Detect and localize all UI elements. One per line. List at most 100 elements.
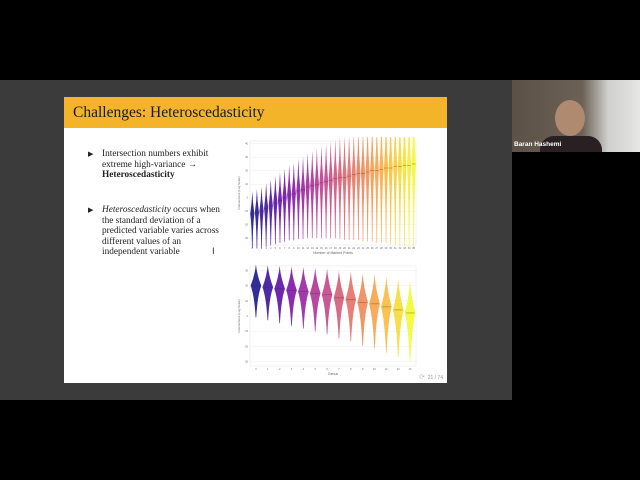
violin — [300, 156, 306, 240]
violin — [314, 148, 319, 239]
x-tick-label: 4 — [270, 247, 272, 250]
violin — [397, 137, 402, 247]
participant-avatar — [555, 100, 585, 136]
y-tick-label: 30 — [245, 156, 248, 159]
navigation-icon[interactable]: ⟳ — [419, 373, 425, 381]
violin — [274, 265, 285, 324]
x-tick-label: 6 — [326, 368, 328, 371]
y-tick-label: -10 — [244, 330, 248, 333]
x-tick-label: 35 — [412, 247, 415, 250]
violin — [347, 137, 352, 240]
violin — [383, 137, 389, 244]
x-tick-label: 9 — [362, 368, 364, 371]
violin — [250, 264, 262, 318]
x-tick-label: 11 — [302, 247, 305, 250]
x-tick-label: 12 — [397, 368, 400, 371]
violin — [268, 179, 273, 246]
violin — [298, 267, 309, 329]
y-tick-label: 10 — [245, 183, 248, 186]
y-axis-label: Intersections (Log Scale) — [237, 299, 241, 332]
violin — [379, 137, 384, 244]
violin — [321, 268, 333, 335]
bullet-italic: Heteroscedasticity — [102, 205, 171, 215]
y-tick-label: -30 — [244, 360, 248, 363]
x-tick-label: 4 — [303, 368, 305, 371]
violin — [360, 137, 366, 242]
violin — [282, 168, 287, 242]
violin — [273, 175, 278, 245]
x-tick-label: 31 — [394, 247, 397, 250]
participant-name: Baran Hashemi — [514, 141, 562, 148]
y-axis-label: Intersections (Log Scale) — [237, 176, 241, 209]
violin — [381, 276, 392, 353]
violin — [370, 137, 375, 242]
x-tick-label: 11 — [385, 368, 388, 371]
x-tick-label: 12 — [306, 247, 309, 250]
y-tick-label: 40 — [245, 143, 248, 146]
violin — [324, 143, 329, 239]
page-number: 21 / 74 — [427, 375, 443, 381]
x-tick-label: 23 — [357, 247, 360, 250]
violin — [291, 162, 296, 241]
x-tick-label: 33 — [403, 247, 406, 250]
violin — [333, 139, 338, 239]
x-tick-label: 24 — [362, 247, 365, 250]
y-tick-label: -30 — [244, 237, 248, 240]
violin — [369, 274, 380, 349]
bullet-arrow-icon: ▶ — [88, 206, 94, 214]
y-tick-label: 0 — [247, 197, 249, 200]
x-axis-label: Number of Marked Points — [313, 251, 353, 255]
x-tick-label: 2 — [279, 368, 281, 371]
x-tick-label: 29 — [385, 247, 388, 250]
x-axis-label: Genus — [328, 372, 339, 376]
violin — [393, 137, 398, 245]
x-tick-label: 26 — [371, 247, 374, 250]
y-tick-label: 10 — [245, 300, 248, 303]
bullet-bold: Heteroscedasticity — [102, 170, 175, 181]
x-tick-label: 16 — [325, 247, 328, 250]
violin — [287, 164, 292, 241]
x-tick-label: 5 — [315, 368, 317, 371]
y-tick-label: 20 — [245, 285, 248, 288]
violin — [388, 137, 393, 245]
x-tick-label: 2 — [261, 247, 263, 250]
bullet-arrow-icon: ▶ — [88, 150, 94, 158]
x-tick-label: 13 — [409, 368, 412, 371]
bullet-text: occurs when the standard deviation of a … — [102, 205, 220, 258]
violin — [392, 278, 404, 358]
x-tick-label: 28 — [380, 247, 383, 250]
violin — [319, 145, 324, 239]
y-tick-label: 20 — [245, 170, 248, 173]
participant-body — [540, 136, 602, 152]
violin — [333, 270, 345, 339]
x-tick-label: 15 — [320, 247, 323, 250]
violin — [305, 152, 310, 238]
violin — [345, 271, 357, 342]
x-tick-label: 9 — [293, 247, 295, 250]
violin — [407, 137, 412, 248]
x-tick-label: 27 — [375, 247, 378, 250]
x-tick-label: 8 — [350, 368, 352, 371]
x-tick-label: 8 — [288, 247, 290, 250]
x-tick-label: 3 — [291, 368, 293, 371]
y-tick-label: 30 — [245, 270, 248, 273]
y-tick-label: -20 — [244, 345, 248, 348]
x-tick-label: 1 — [256, 247, 258, 250]
x-tick-label: 3 — [265, 247, 267, 250]
violin — [411, 137, 416, 248]
violin — [262, 265, 274, 321]
x-tick-label: 7 — [338, 368, 340, 371]
y-tick-label: -20 — [244, 224, 248, 227]
x-tick-label: 13 — [311, 247, 314, 250]
violin — [404, 280, 416, 362]
x-tick-label: 6 — [279, 247, 281, 250]
violin — [328, 141, 333, 239]
violin — [356, 137, 361, 241]
text-cursor-icon: I — [212, 247, 215, 257]
x-tick-label: 0 — [255, 368, 257, 371]
x-tick-label: 32 — [398, 247, 401, 250]
violin — [342, 137, 347, 240]
x-tick-label: 34 — [408, 247, 411, 250]
